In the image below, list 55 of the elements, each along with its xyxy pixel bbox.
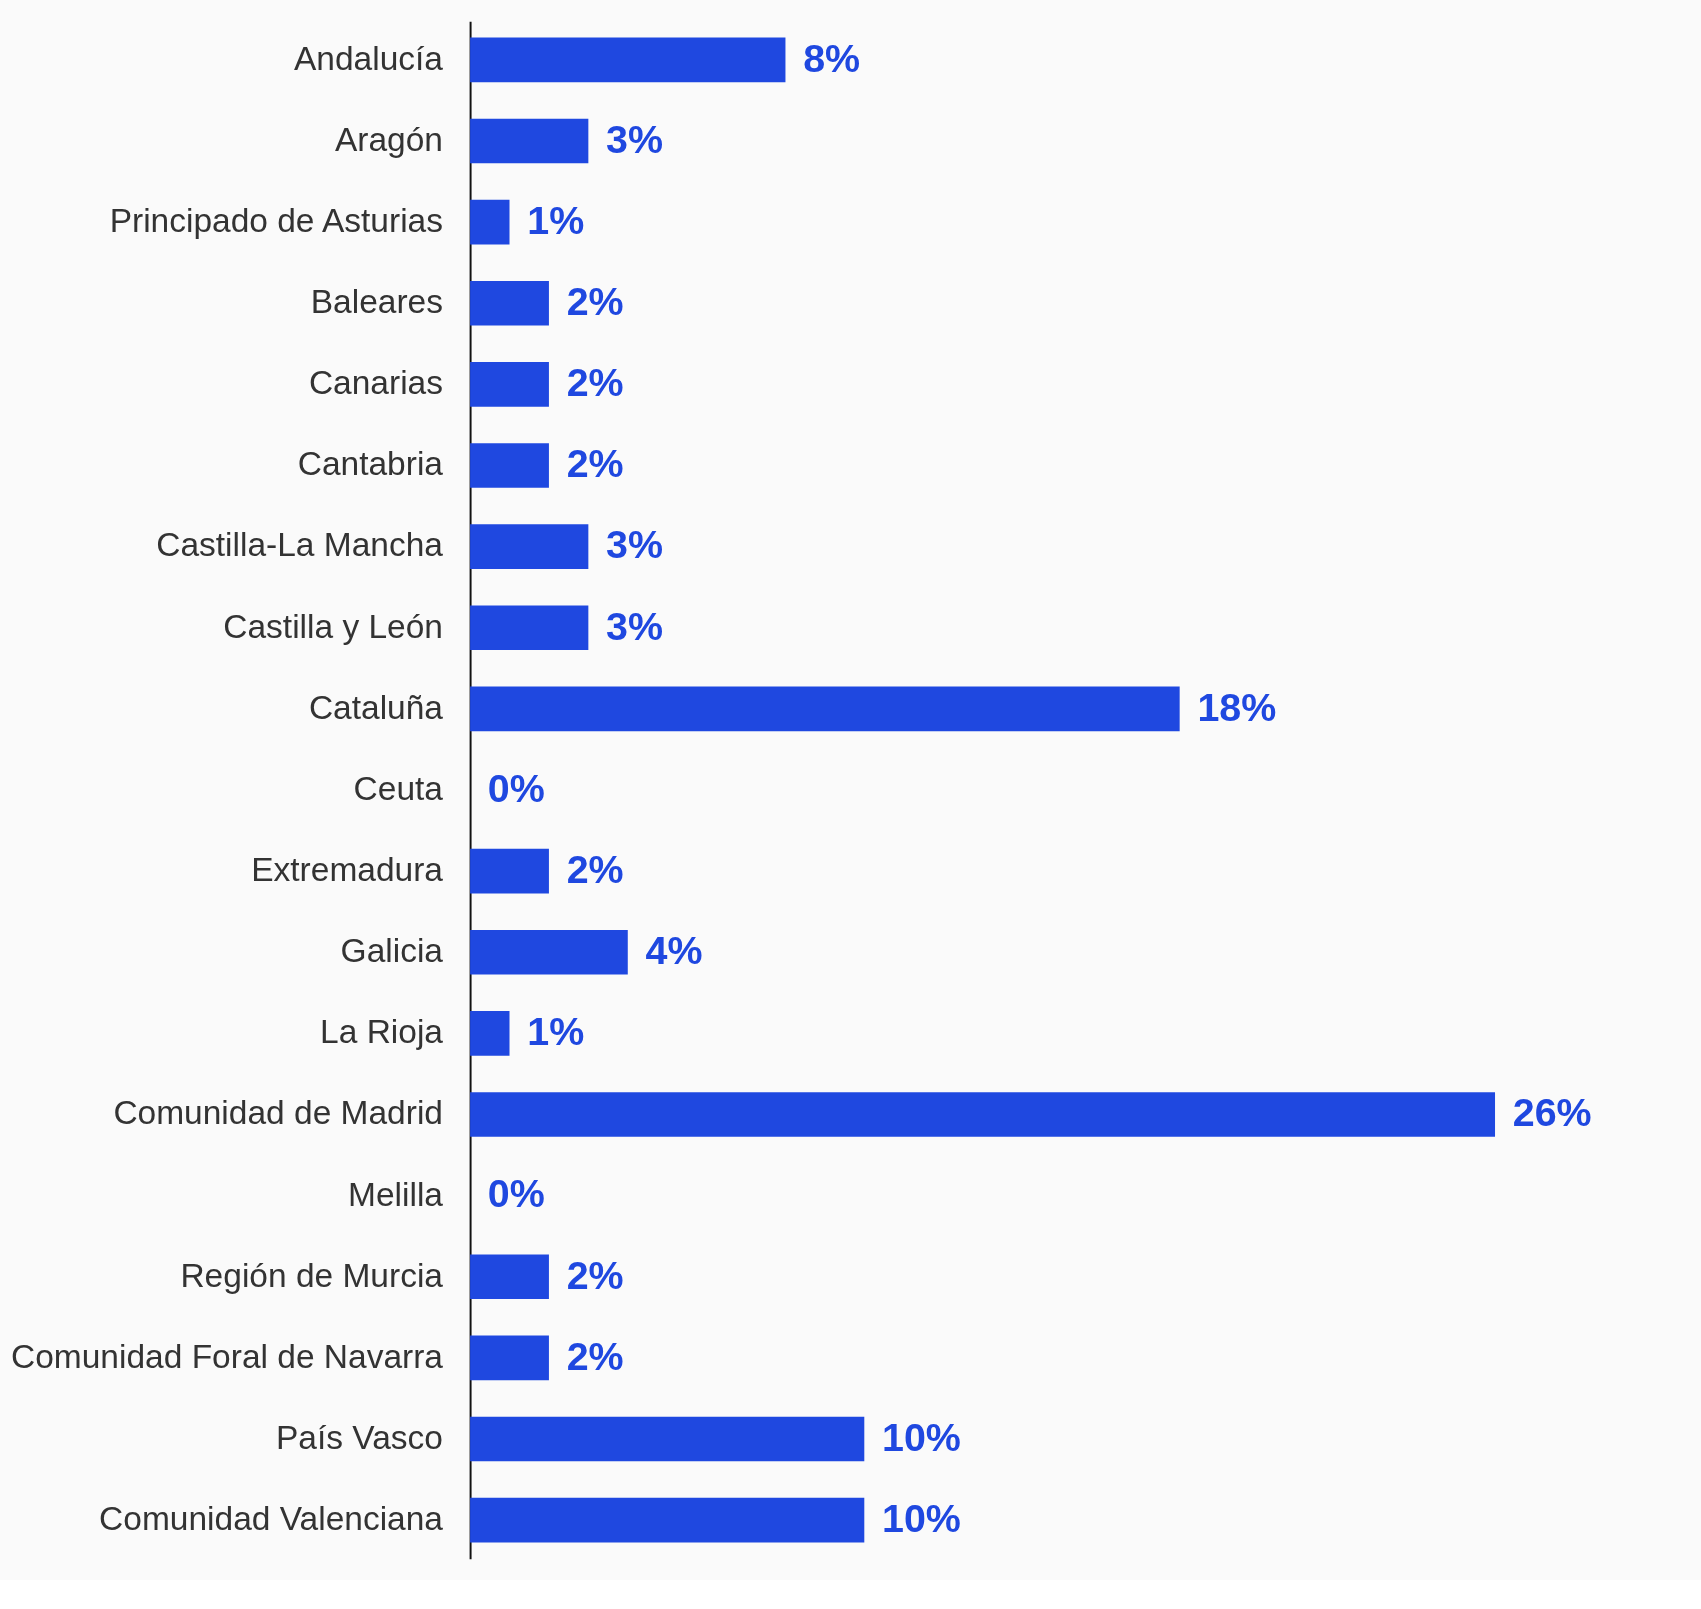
y-tick-label: Cataluña	[308, 688, 444, 726]
y-tick-label: Principado de Asturias	[109, 201, 443, 239]
y-tick-label: Aragón	[334, 120, 443, 158]
bar	[470, 1011, 510, 1056]
bar	[470, 929, 628, 975]
y-tick-label: Ceuta	[353, 769, 444, 807]
bar	[470, 1335, 549, 1381]
data-label: 0%	[487, 1171, 545, 1216]
data-label: 1%	[527, 197, 585, 242]
y-tick-label: Baleares	[310, 283, 443, 321]
y-tick-label: Canarias	[308, 364, 443, 402]
bar	[470, 1497, 865, 1543]
data-label: 3%	[606, 522, 664, 567]
data-label: 2%	[566, 360, 624, 405]
y-tick-label: Comunidad de Madrid	[113, 1094, 443, 1132]
bar	[470, 1254, 549, 1300]
bar	[470, 280, 549, 326]
bar	[470, 118, 589, 164]
data-label: 26%	[1512, 1090, 1592, 1135]
y-tick-label: Castilla y León	[223, 607, 443, 645]
data-label: 2%	[566, 846, 624, 891]
data-label: 2%	[566, 1252, 624, 1297]
y-tick-label: Cantabria	[297, 445, 444, 483]
y-tick-label: Galicia	[340, 932, 444, 970]
bar	[470, 37, 786, 83]
bar	[470, 524, 589, 569]
data-label: 1%	[527, 1009, 585, 1054]
bar	[470, 362, 549, 407]
bar	[470, 848, 549, 894]
y-tick-label: Castilla-La Mancha	[156, 526, 444, 564]
data-label: 8%	[803, 35, 861, 80]
bar	[470, 1416, 865, 1462]
data-label: 4%	[645, 928, 703, 973]
data-label: 3%	[606, 603, 664, 648]
bar	[470, 686, 1180, 732]
data-label: 10%	[882, 1414, 961, 1459]
bar	[470, 443, 549, 488]
data-label: 0%	[487, 765, 545, 810]
y-tick-label: Comunidad Valenciana	[99, 1500, 444, 1538]
y-tick-label: Melilla	[348, 1175, 444, 1213]
data-label: 3%	[606, 116, 664, 161]
y-tick-label: La Rioja	[320, 1013, 444, 1051]
bar	[470, 199, 510, 245]
bar	[470, 605, 589, 651]
data-label: 18%	[1197, 684, 1277, 729]
y-tick-label: Región de Murcia	[180, 1256, 444, 1294]
data-label: 2%	[566, 1333, 624, 1378]
y-tick-label: País Vasco	[276, 1418, 443, 1456]
y-tick-label: Comunidad Foral de Navarra	[11, 1337, 444, 1375]
bar	[470, 1092, 1496, 1137]
data-label: 10%	[882, 1495, 961, 1540]
data-label: 2%	[566, 279, 624, 324]
y-tick-label: Extremadura	[251, 850, 444, 888]
y-tick-label: Andalucía	[293, 39, 444, 77]
data-label: 2%	[566, 441, 624, 486]
